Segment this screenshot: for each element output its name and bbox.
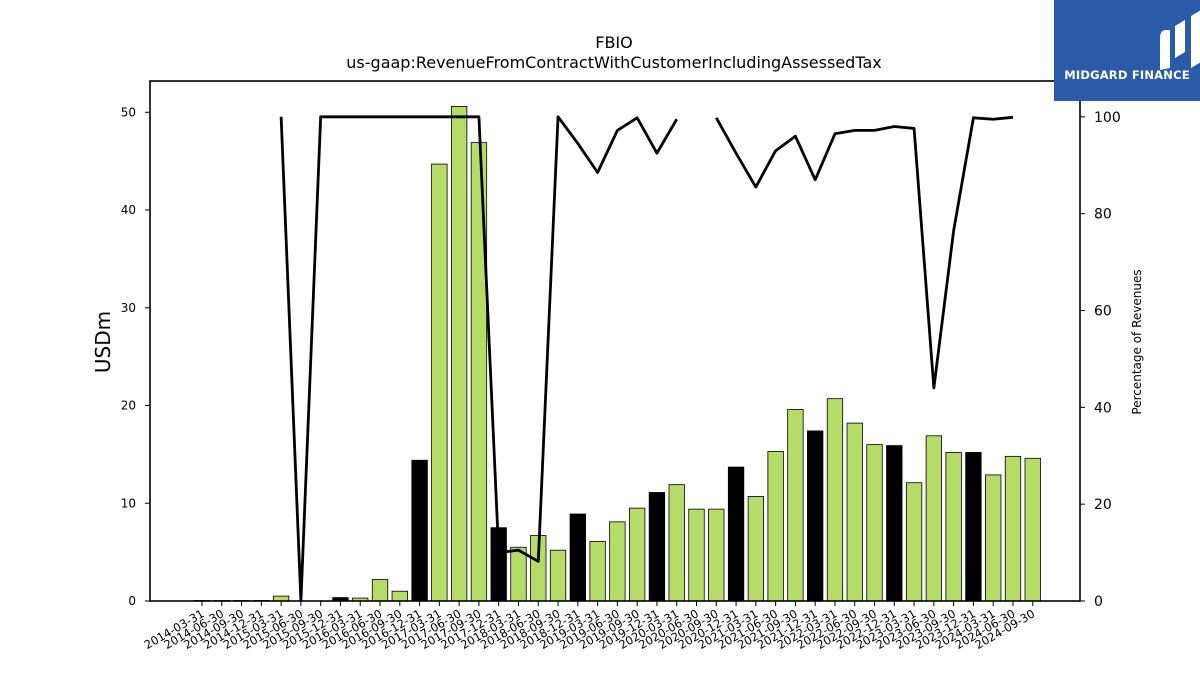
bar-2020-09-30 bbox=[708, 508, 725, 602]
bar-2019-03-31 bbox=[589, 540, 606, 602]
bar-2018-09-30 bbox=[549, 549, 567, 602]
y-axis-label: USDm bbox=[91, 311, 115, 373]
bar-2019-12-31 bbox=[648, 492, 666, 602]
y-tick-label: 20 bbox=[121, 399, 136, 413]
y2-tick-label: 40 bbox=[1094, 400, 1112, 416]
chart-subtitle: us-gaap:RevenueFromContractWithCustomerI… bbox=[346, 53, 881, 72]
bar-2024-03-31 bbox=[985, 474, 1002, 602]
bar-2023-03-31 bbox=[905, 482, 923, 602]
bar-2021-12-31 bbox=[807, 430, 824, 602]
bar-2022-12-31 bbox=[886, 445, 903, 602]
y-tick-label: 40 bbox=[121, 203, 136, 217]
y2-tick-label: 100 bbox=[1094, 110, 1121, 126]
line-group bbox=[279, 115, 1014, 603]
y2-tick-label: 0 bbox=[1094, 594, 1103, 610]
bar-2017-03-31 bbox=[431, 163, 448, 602]
bar-2022-09-30 bbox=[866, 444, 883, 602]
bar-2021-09-30 bbox=[787, 409, 804, 602]
bar-2023-09-30 bbox=[945, 452, 962, 602]
bar-2024-06-30 bbox=[1004, 455, 1022, 602]
y-tick-label: 50 bbox=[121, 105, 136, 119]
y-tick-label: 10 bbox=[121, 496, 136, 510]
bar-2019-09-30 bbox=[629, 507, 646, 602]
bar-2016-06-30 bbox=[371, 579, 389, 602]
bar-2019-06-30 bbox=[609, 521, 626, 602]
bar-2022-06-30 bbox=[846, 422, 863, 602]
y2-tick-label: 60 bbox=[1094, 303, 1112, 319]
midgard-logo: MIDGARD FINANCE bbox=[1054, 0, 1200, 101]
bar-2023-12-31 bbox=[965, 452, 982, 602]
bar-2020-06-30 bbox=[688, 508, 705, 602]
bar-2020-12-31 bbox=[727, 466, 745, 602]
bars-group bbox=[193, 106, 1041, 602]
bar-2023-06-30 bbox=[925, 435, 943, 602]
logo-text: MIDGARD FINANCE bbox=[1064, 68, 1190, 82]
axes-group: 010203040500204060801002014-03-312014-06… bbox=[121, 80, 1121, 652]
bar-2018-12-31 bbox=[569, 513, 586, 602]
y2-tick-label: 20 bbox=[1094, 497, 1112, 513]
bar-2016-09-30 bbox=[391, 590, 408, 602]
y-tick-label: 30 bbox=[121, 301, 136, 315]
bar-2018-03-31 bbox=[510, 546, 527, 602]
bar-2022-03-31 bbox=[826, 398, 844, 602]
bar-2024-09-30 bbox=[1024, 457, 1041, 602]
y2-axis-label: Percentage of Revenues bbox=[1130, 269, 1144, 414]
y-tick-label: 0 bbox=[128, 594, 136, 608]
percentage-line-0 bbox=[279, 115, 678, 603]
midgard-m-icon bbox=[1160, 10, 1200, 70]
bar-2021-03-31 bbox=[747, 496, 764, 602]
plot-frame bbox=[149, 80, 1081, 602]
percentage-line-1 bbox=[715, 115, 1014, 390]
bar-2020-03-31 bbox=[668, 484, 685, 602]
y2-tick-label: 80 bbox=[1094, 207, 1112, 223]
chart-title: FBIO bbox=[595, 33, 633, 52]
bar-2017-06-30 bbox=[450, 106, 468, 602]
bar-2021-06-30 bbox=[767, 451, 784, 602]
bar-2016-12-31 bbox=[411, 459, 428, 602]
